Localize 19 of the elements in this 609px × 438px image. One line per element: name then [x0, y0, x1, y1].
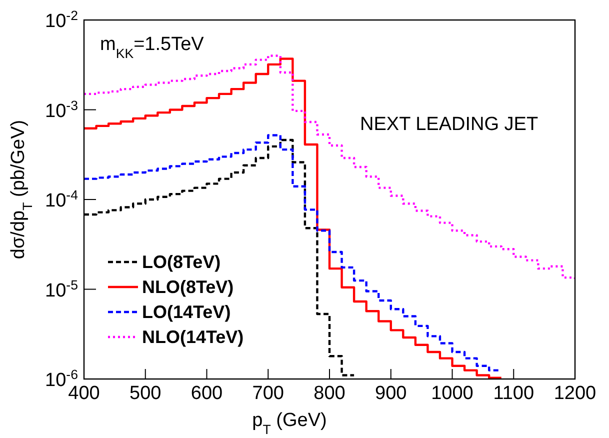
x-tick-label: 1100 [493, 383, 534, 404]
x-tick-label: 800 [314, 383, 346, 404]
annotation: NEXT LEADING JET [360, 114, 538, 135]
x-tick-label: 1200 [554, 383, 596, 404]
x-tick-label: 900 [375, 383, 407, 404]
x-tick-label: 1000 [431, 383, 474, 404]
x-tick-label: 700 [252, 383, 284, 404]
y-tick-label: 10$^{-3}$ [45, 97, 78, 122]
annotation: m$_{KK}$=1.5TeV [100, 34, 204, 60]
legend-label: NLO(14TeV) [142, 327, 244, 347]
legend-label: LO(14TeV) [142, 302, 231, 322]
legend-label: LO(8TeV) [142, 252, 221, 272]
x-tick-label: 500 [130, 383, 162, 404]
x-axis-title: p$_{T}$ (GeV) [252, 410, 327, 436]
y-tick-label: 10$^{-5}$ [45, 276, 78, 302]
x-tick-label: 600 [190, 383, 223, 404]
y-tick-label: 10$^{-4}$ [45, 187, 78, 212]
legend-label: NLO(8TeV) [142, 277, 234, 297]
y-tick-label: 10$^{-2}$ [45, 8, 78, 32]
